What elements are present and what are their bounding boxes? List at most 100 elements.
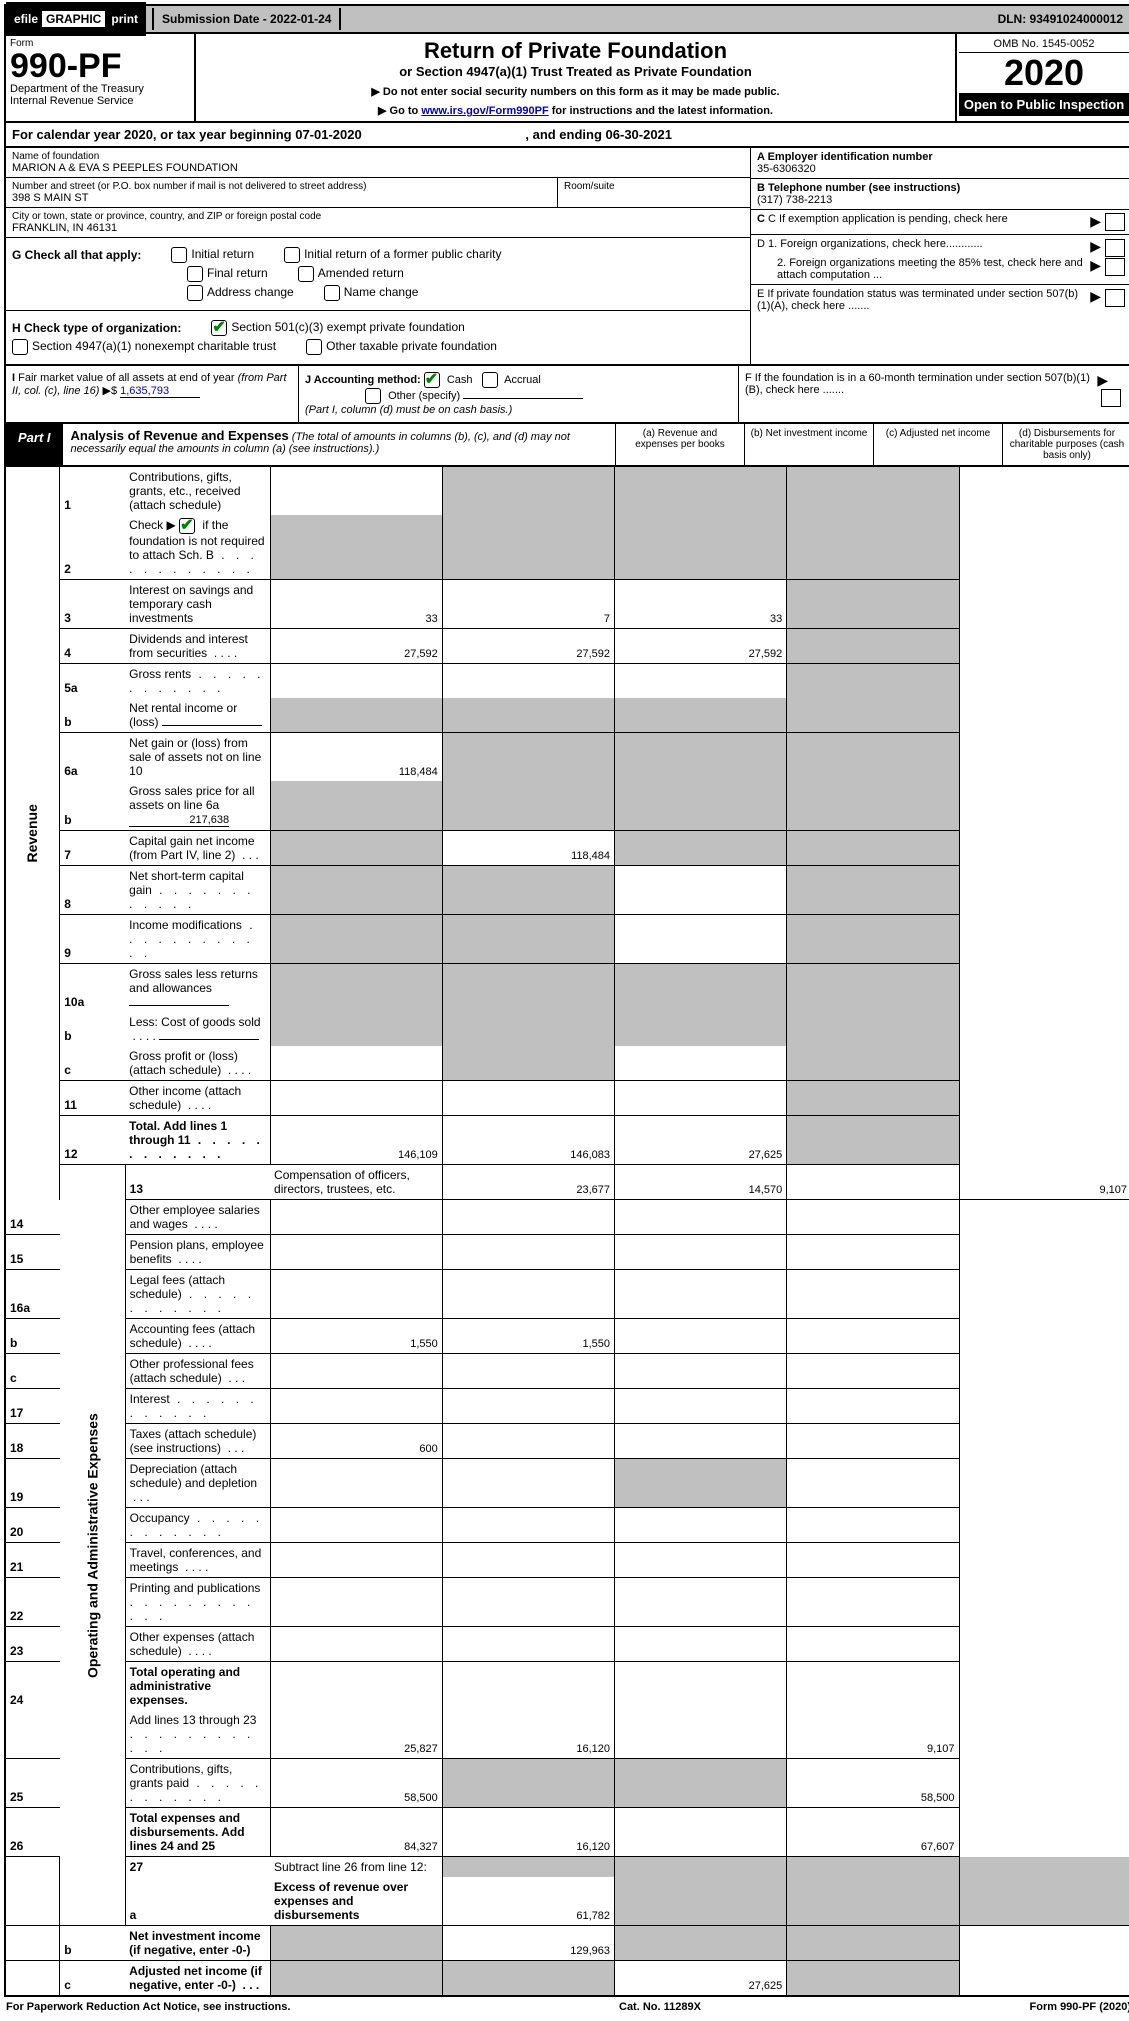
r21: Travel, conferences, and meetings: [130, 1546, 262, 1574]
r24bb: 16,120: [442, 1710, 614, 1759]
r4b: 27,592: [442, 629, 614, 664]
main-table: Revenue 1Contributions, gifts, grants, e…: [4, 467, 1129, 1997]
r16ba: 1,550: [270, 1319, 442, 1354]
a-label: A Employer identification number: [757, 151, 1125, 163]
r24: Total operating and administrative expen…: [125, 1662, 270, 1711]
chk-c[interactable]: [1105, 213, 1125, 231]
g-label: G Check all that apply:: [12, 248, 141, 262]
fmv-value: 1,635,793: [120, 385, 200, 398]
form-number: 990-PF: [10, 49, 190, 83]
instr-link[interactable]: www.irs.gov/Form990PF: [421, 105, 548, 117]
part1-label: Part I: [6, 424, 63, 465]
chk-e[interactable]: [1105, 289, 1125, 307]
g-o3: Final return: [207, 266, 268, 280]
footer-left: For Paperwork Reduction Act Notice, see …: [6, 2001, 290, 2013]
r23: Other expenses (attach schedule): [130, 1630, 255, 1658]
city-label: City or town, state or province, country…: [12, 211, 744, 222]
r9: Income modifications: [129, 918, 242, 932]
form-subtitle: or Section 4947(a)(1) Trust Treated as P…: [206, 64, 945, 79]
r20: Occupancy: [130, 1511, 190, 1525]
instr2-post: for instructions and the latest informat…: [549, 105, 773, 117]
form-header: Form 990-PF Department of the Treasury I…: [4, 34, 1129, 123]
chk-sch-b[interactable]: [179, 518, 195, 534]
print-text[interactable]: print: [111, 12, 138, 26]
r25a: 58,500: [270, 1759, 442, 1808]
chk-d2[interactable]: [1105, 258, 1125, 276]
chk-name-change[interactable]: [324, 285, 340, 301]
c-cell: C C If exemption application is pending,…: [751, 210, 1129, 235]
r6a-val: 118,484: [270, 733, 442, 782]
name-cell: Name of foundation MARION A & EVA S PEEP…: [6, 148, 750, 178]
room-label: Room/suite: [564, 181, 615, 192]
r13a: 23,677: [442, 1165, 614, 1200]
r4: Dividends and interest from securities: [129, 632, 248, 660]
r27: Subtract line 26 from line 12:: [270, 1857, 442, 1878]
e-label: E If private foundation status was termi…: [757, 288, 1090, 312]
chk-cash[interactable]: [424, 372, 440, 388]
header-left: Form 990-PF Department of the Treasury I…: [6, 34, 196, 121]
form-year: 2020: [959, 53, 1129, 93]
r3b: 7: [442, 580, 614, 629]
r19: Depreciation (attach schedule) and deple…: [130, 1462, 257, 1490]
city-value: FRANKLIN, IN 46131: [12, 222, 744, 234]
r12c: 27,625: [615, 1116, 787, 1165]
r16c: Other professional fees (attach schedule…: [130, 1357, 254, 1385]
form-title: Return of Private Foundation: [206, 38, 945, 64]
part1-desc: Analysis of Revenue and Expenses (The to…: [63, 424, 615, 465]
r5a: Gross rents: [129, 667, 191, 681]
chk-other-taxable[interactable]: [306, 339, 322, 355]
r7: Capital gain net income (from Part IV, l…: [129, 834, 254, 862]
r12a: 146,109: [270, 1116, 442, 1165]
r6a: Net gain or (loss) from sale of assets n…: [125, 733, 270, 782]
g-o5: Address change: [207, 285, 294, 299]
r16b: Accounting fees (attach schedule): [130, 1322, 255, 1350]
irs: Internal Revenue Service: [10, 95, 190, 107]
r10a: Gross sales less returns and allowances: [129, 967, 258, 995]
col-b-head: (b) Net investment income: [744, 424, 873, 465]
info-grid: Name of foundation MARION A & EVA S PEEP…: [4, 148, 1129, 366]
revenue-side: Revenue: [5, 467, 60, 1200]
r27a-val: 61,782: [442, 1877, 614, 1926]
r26d: 67,607: [787, 1808, 959, 1857]
r25d: 58,500: [787, 1759, 959, 1808]
addr-label: Number and street (or P.O. box number if…: [12, 181, 551, 192]
footer: For Paperwork Reduction Act Notice, see …: [4, 1997, 1129, 2017]
section-f: F If the foundation is in a 60-month ter…: [739, 366, 1129, 422]
cal-end: , and ending 06-30-2021: [525, 127, 672, 142]
chk-accrual[interactable]: [482, 372, 498, 388]
chk-amended-return[interactable]: [298, 266, 314, 282]
g-o2: Initial return of a former public charit…: [304, 247, 501, 261]
chk-initial-return[interactable]: [171, 247, 187, 263]
chk-address-change[interactable]: [187, 285, 203, 301]
r18a: 600: [270, 1424, 442, 1459]
dept: Department of the Treasury: [10, 83, 190, 95]
chk-final-return[interactable]: [187, 266, 203, 282]
info-left: Name of foundation MARION A & EVA S PEEP…: [6, 148, 750, 364]
r14: Other employee salaries and wages: [130, 1203, 260, 1231]
r3a: 33: [270, 580, 442, 629]
section-i: I Fair market value of all assets at end…: [6, 366, 299, 422]
r27a: Excess of revenue over expenses and disb…: [270, 1877, 442, 1926]
chk-f[interactable]: [1101, 389, 1121, 407]
r2: Check ▶ if the foundation is not require…: [125, 515, 270, 580]
ein-value: 35-6306320: [757, 163, 1125, 175]
room-cell: Room/suite: [557, 178, 750, 207]
d2-label: 2. Foreign organizations meeting the 85%…: [777, 257, 1090, 281]
chk-initial-public[interactable]: [284, 247, 300, 263]
ijf-row: I Fair market value of all assets at end…: [4, 366, 1129, 424]
addr-row: Number and street (or P.O. box number if…: [6, 178, 750, 208]
d1-label: D 1. Foreign organizations, check here..…: [757, 238, 1090, 257]
r27c: Adjusted net income (if negative, enter …: [129, 1964, 262, 1992]
chk-other-method[interactable]: [365, 388, 381, 404]
r10b: Less: Cost of goods sold: [129, 1015, 260, 1029]
r15: Pension plans, employee benefits: [130, 1238, 264, 1266]
b-label: B Telephone number (see instructions): [757, 182, 1125, 194]
r4a: 27,592: [270, 629, 442, 664]
h-o1: Section 501(c)(3) exempt private foundat…: [231, 320, 464, 334]
chk-501c3[interactable]: [211, 320, 227, 336]
chk-4947[interactable]: [12, 339, 28, 355]
g-o4: Amended return: [318, 266, 404, 280]
chk-d1[interactable]: [1105, 239, 1125, 257]
expenses-side: Operating and Administrative Expenses: [60, 1165, 125, 1926]
calendar-year: For calendar year 2020, or tax year begi…: [4, 123, 1129, 148]
